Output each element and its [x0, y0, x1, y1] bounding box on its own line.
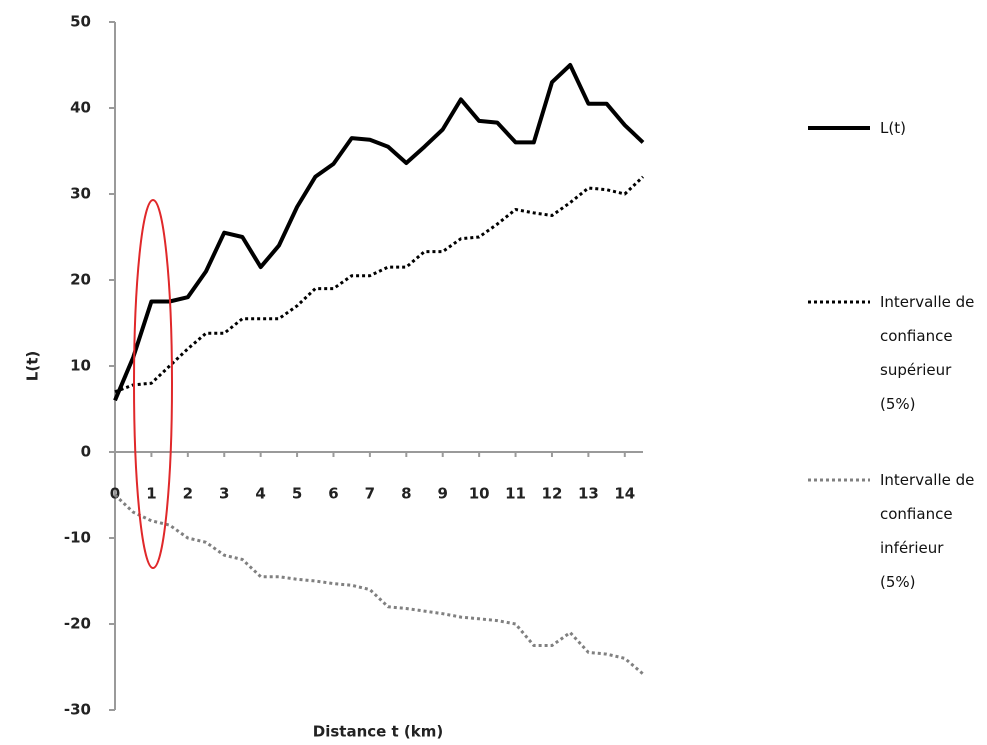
x-tick-label: 12	[542, 485, 563, 503]
y-axis-title: L(t)	[24, 351, 42, 381]
x-tick-label: 9	[438, 485, 448, 503]
x-tick-label: 13	[578, 485, 599, 503]
legend-label: Intervalle de confiance supérieur (5%)	[880, 293, 975, 413]
x-axis-title: Distance t (km)	[313, 723, 444, 741]
y-tick-label: -20	[64, 615, 91, 633]
x-tick-label: 5	[292, 485, 302, 503]
y-tick-label: 20	[70, 271, 91, 289]
x-tick-label: 0	[110, 485, 120, 503]
highlight-ellipse	[133, 199, 173, 569]
y-tick-label: 0	[81, 443, 91, 461]
x-tick-label: 10	[469, 485, 490, 503]
y-tick-label: 40	[70, 99, 91, 117]
x-tick-label: 14	[614, 485, 635, 503]
x-tick-label: 2	[183, 485, 193, 503]
x-tick-label: 8	[401, 485, 411, 503]
x-tick-label: 6	[328, 485, 338, 503]
y-tick-label: -10	[64, 529, 91, 547]
x-tick-label: 1	[146, 485, 156, 503]
legend-label: Intervalle de confiance inférieur (5%)	[880, 471, 975, 591]
x-tick-label: 3	[219, 485, 229, 503]
series-line	[113, 493, 644, 676]
y-tick-label: 30	[70, 185, 91, 203]
y-tick-label: 50	[70, 13, 91, 31]
x-tick-label: 4	[255, 485, 265, 503]
series-line	[113, 63, 645, 402]
x-tick-label: 11	[505, 485, 526, 503]
y-tick-label: -30	[64, 701, 91, 719]
series-line	[114, 175, 645, 394]
x-tick-label: 7	[365, 485, 375, 503]
legend-label: L(t)	[880, 119, 906, 137]
y-tick-label: 10	[70, 357, 91, 375]
